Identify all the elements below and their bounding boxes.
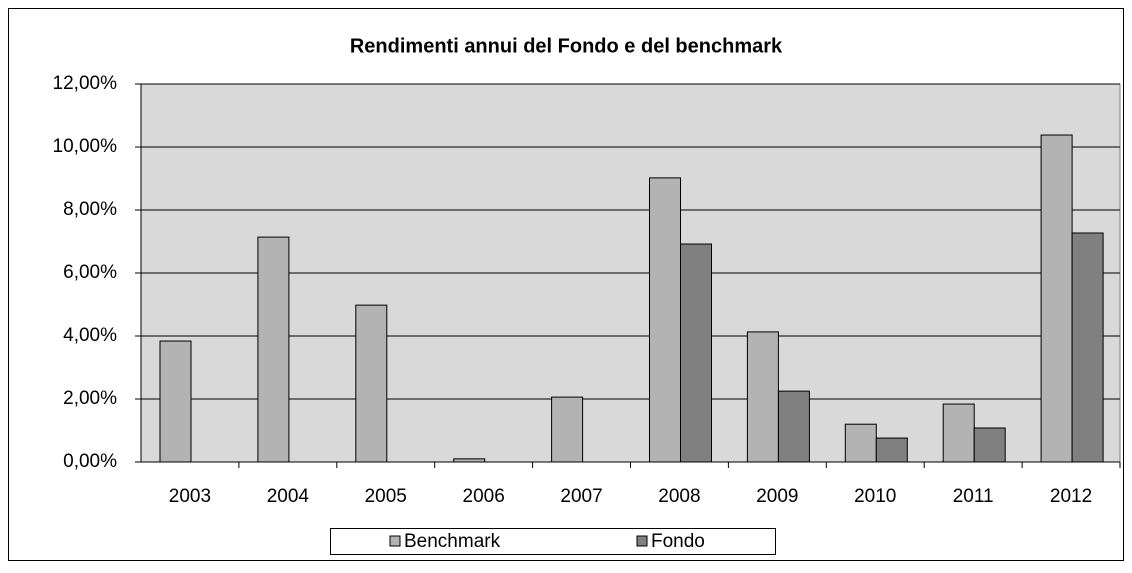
y-tick-label: 2,00%: [63, 388, 117, 409]
x-tick-label: 2010: [854, 486, 896, 507]
bar: [1071, 232, 1104, 463]
x-tick-label: 2003: [169, 486, 211, 507]
y-tick-label: 6,00%: [63, 262, 117, 283]
y-tick-label: 4,00%: [63, 325, 117, 346]
legend-swatch: [389, 535, 401, 547]
bar: [973, 427, 1006, 463]
bar: [777, 390, 810, 463]
x-tick-label: 2004: [267, 486, 310, 507]
bar: [1040, 134, 1073, 463]
bar: [942, 403, 975, 463]
y-tick-label: 10,00%: [53, 136, 118, 157]
legend-swatch: [636, 535, 648, 547]
bar: [355, 304, 388, 463]
x-tick-label: 2009: [756, 486, 798, 507]
bar: [844, 423, 877, 463]
x-tick-label: 2008: [658, 486, 700, 507]
y-tick-label: 0,00%: [63, 451, 117, 472]
x-tick-label: 2007: [560, 486, 602, 507]
bar: [649, 177, 681, 463]
legend-box: [330, 528, 776, 555]
bar: [159, 340, 192, 463]
x-tick-label: 2006: [463, 486, 505, 507]
bar: [551, 396, 584, 463]
bar: [746, 331, 779, 463]
legend-label: Benchmark: [404, 531, 501, 552]
bar: [680, 243, 712, 463]
y-tick-label: 8,00%: [63, 199, 117, 220]
y-tick-label: 12,00%: [53, 73, 118, 94]
chart-title: Rendimenti annui del Fondo e del benchma…: [350, 35, 783, 57]
x-tick-label: 2012: [1050, 486, 1092, 507]
x-tick-label: 2011: [953, 486, 994, 507]
bar: [257, 236, 290, 463]
x-tick-label: 2005: [365, 486, 407, 507]
bar: [875, 437, 908, 463]
legend-label: Fondo: [651, 531, 705, 552]
